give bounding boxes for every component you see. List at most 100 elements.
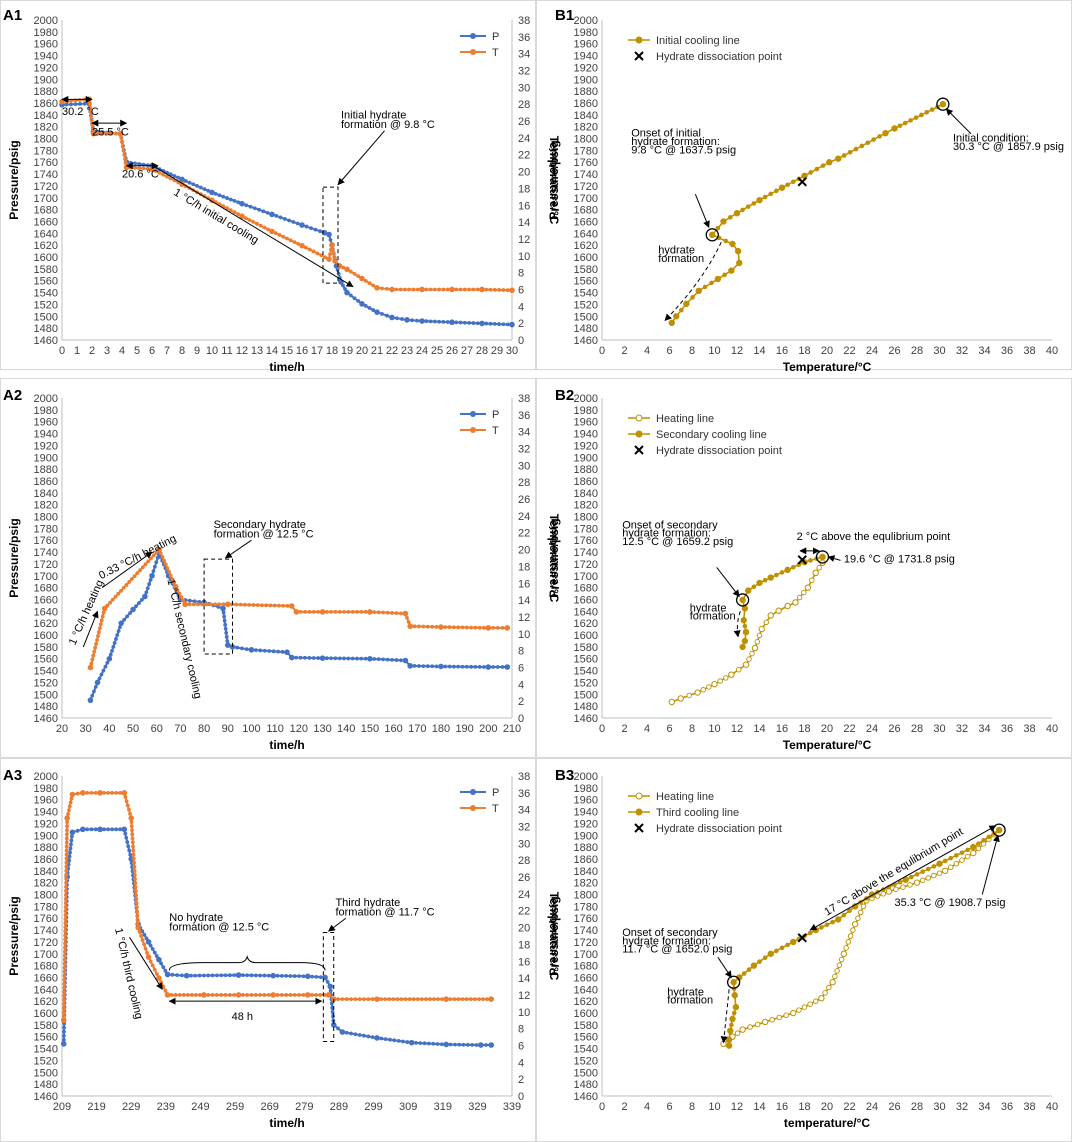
panel-a3: A314601480150015201540156015801600162016… (0, 758, 561, 1142)
data-point-t (173, 993, 178, 997)
data-point-p (505, 322, 510, 327)
data-point-p (227, 973, 232, 978)
y2-tick-label: 34 (518, 427, 530, 439)
y-tick-label: 1700 (34, 571, 58, 583)
y-tick-label: 1900 (34, 452, 58, 464)
y-tick-label: 1640 (34, 984, 58, 996)
data-point-t (215, 993, 219, 997)
data-point-p (103, 664, 108, 669)
data-point-heating-line (775, 607, 782, 614)
data-point-third-cooling-line (986, 834, 992, 840)
y-tick-label: 1960 (34, 417, 58, 429)
data-point-t (132, 574, 137, 579)
data-point-secondary-cooling-line (751, 584, 757, 590)
annotation-hydrate-formation-line2: formation (690, 611, 736, 623)
data-point-p (310, 974, 314, 979)
data-point-initial-cooling-line (908, 118, 913, 123)
data-point-p (221, 194, 226, 199)
data-point-p (417, 664, 421, 668)
data-point-p (451, 664, 456, 669)
x-tick-label: 19 (341, 345, 353, 357)
data-point-heating-line (970, 849, 977, 857)
x-tick-label: 90 (222, 723, 234, 735)
callout-arrow-initial-condition (945, 108, 972, 135)
y-tick-label: 2000 (574, 771, 598, 783)
y-tick-label: 1880 (574, 86, 598, 98)
data-point-p (462, 320, 467, 325)
y-tick-label: 1480 (574, 1079, 598, 1091)
data-point-p (299, 222, 305, 228)
series-line-p (61, 102, 513, 326)
data-point-t (232, 993, 237, 997)
data-point-initial-cooling-line (729, 240, 736, 248)
y-tick-label: 1520 (34, 1055, 58, 1067)
data-point-secondary-cooling-line (762, 577, 768, 583)
data-point-t (329, 242, 335, 248)
data-point-heating-line (807, 1001, 813, 1007)
legend-swatch-dot (635, 414, 643, 422)
data-point-heating-line (723, 675, 729, 681)
data-point-third-cooling-line (841, 912, 847, 918)
y-tick-label: 1820 (574, 500, 598, 512)
x-tick-label: 30 (933, 345, 945, 357)
panel-label: B3 (555, 767, 574, 784)
data-point-t (297, 993, 302, 997)
data-point-t (330, 246, 335, 251)
data-point-t (255, 221, 259, 226)
data-point-secondary-cooling-line (742, 628, 750, 636)
x-tick-label: 16 (296, 345, 308, 357)
data-point-t (437, 287, 442, 292)
y-axis-title: Pressure/psig (7, 518, 21, 597)
x-tick-label: 0 (59, 345, 65, 357)
data-point-heating-line (767, 612, 774, 619)
data-point-p (163, 968, 168, 973)
data-point-t (61, 1014, 66, 1019)
callout-arrow-35-3c (981, 834, 1000, 895)
data-point-initial-cooling-line (924, 109, 930, 115)
legend-swatch-dot (635, 792, 643, 800)
data-point-t (187, 602, 192, 607)
data-point-heating-line (832, 973, 838, 980)
data-point-t (359, 609, 364, 614)
data-point-p (232, 198, 237, 203)
data-point-t (143, 946, 148, 951)
x-mark-stroke (797, 555, 807, 565)
data-point-t (163, 562, 168, 567)
data-point-t (133, 881, 138, 885)
data-point-p (329, 656, 334, 661)
data-point-t (247, 602, 252, 607)
data-point-p (430, 664, 435, 669)
data-point-p (488, 321, 493, 326)
data-point-t (121, 790, 128, 796)
data-point-p (105, 660, 110, 665)
x-tick-label: 289 (330, 1101, 348, 1113)
data-point-initial-cooling-line (877, 134, 882, 139)
data-point-t (64, 844, 69, 849)
data-point-p (93, 684, 98, 689)
data-point-p (330, 1010, 335, 1014)
hydrate-formation-dashed-arrow (664, 242, 722, 321)
data-point-heating-line (776, 1014, 782, 1021)
legend-swatch-dot (470, 789, 476, 795)
data-point-t (129, 577, 134, 581)
y2-tick-label: 36 (518, 788, 530, 800)
data-point-t (63, 937, 68, 942)
y2-tick-label: 22 (518, 150, 530, 162)
data-point-t (477, 625, 482, 630)
data-point-t (423, 997, 428, 1002)
data-point-initial-cooling-line (826, 159, 833, 166)
y-tick-label: 1620 (34, 240, 58, 252)
legend-label: P (492, 409, 499, 421)
data-point-heating-line (796, 594, 803, 601)
y-tick-label: 1460 (574, 1091, 598, 1103)
y-tick-label: 1680 (34, 961, 58, 973)
data-point-third-cooling-line (909, 874, 914, 880)
data-point-p (344, 289, 350, 296)
x-tick-label: 24 (866, 345, 878, 357)
data-point-heating-line (836, 962, 843, 968)
data-point-t (135, 909, 140, 914)
data-point-p (339, 1029, 346, 1035)
legend-swatch-dot (635, 430, 643, 438)
data-point-t (436, 997, 440, 1002)
data-point-t (447, 625, 452, 630)
